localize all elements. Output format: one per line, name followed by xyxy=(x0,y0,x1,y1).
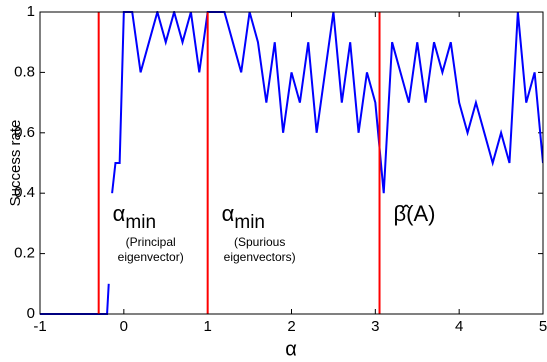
x-tick-label: 5 xyxy=(539,318,547,335)
y-tick-label: 1 xyxy=(27,3,35,20)
y-tick-label: 0 xyxy=(27,305,35,322)
x-tick-label: 4 xyxy=(455,318,463,335)
plot-frame xyxy=(39,11,544,315)
x-tick-label: 0 xyxy=(120,318,128,335)
annotation-subscript: min xyxy=(125,212,156,233)
annotation-subscript: min xyxy=(234,212,265,233)
annotation-symbol-text: α xyxy=(222,201,235,226)
annotation-caption: (Principal xyxy=(126,235,176,249)
y-axis-label: Success rate xyxy=(7,120,24,207)
annotation-symbol: αmin xyxy=(222,201,265,233)
annotation-symbol: β̂(A) xyxy=(394,201,436,226)
y-tick-label: 0.4 xyxy=(14,184,35,201)
data-line xyxy=(40,11,543,315)
annotation-caption: eigenvectors) xyxy=(224,250,296,264)
x-tick-label: 2 xyxy=(287,318,295,335)
x-tick-label: 3 xyxy=(371,318,379,335)
annotation-symbol: αmin xyxy=(113,201,156,233)
annotation-symbol-text: β̂(A) xyxy=(394,201,436,226)
x-tick-label: -1 xyxy=(33,318,46,335)
x-tick-label: 1 xyxy=(203,318,211,335)
x-axis-label: α xyxy=(285,338,297,360)
y-tick-label: 0.8 xyxy=(14,63,35,80)
y-tick-label: 0.6 xyxy=(14,124,35,141)
annotation-caption: eigenvector) xyxy=(118,250,184,264)
annotation-caption: (Spurious xyxy=(234,235,285,249)
y-tick-label: 0.2 xyxy=(14,245,35,262)
annotation-symbol-text: α xyxy=(113,201,126,226)
